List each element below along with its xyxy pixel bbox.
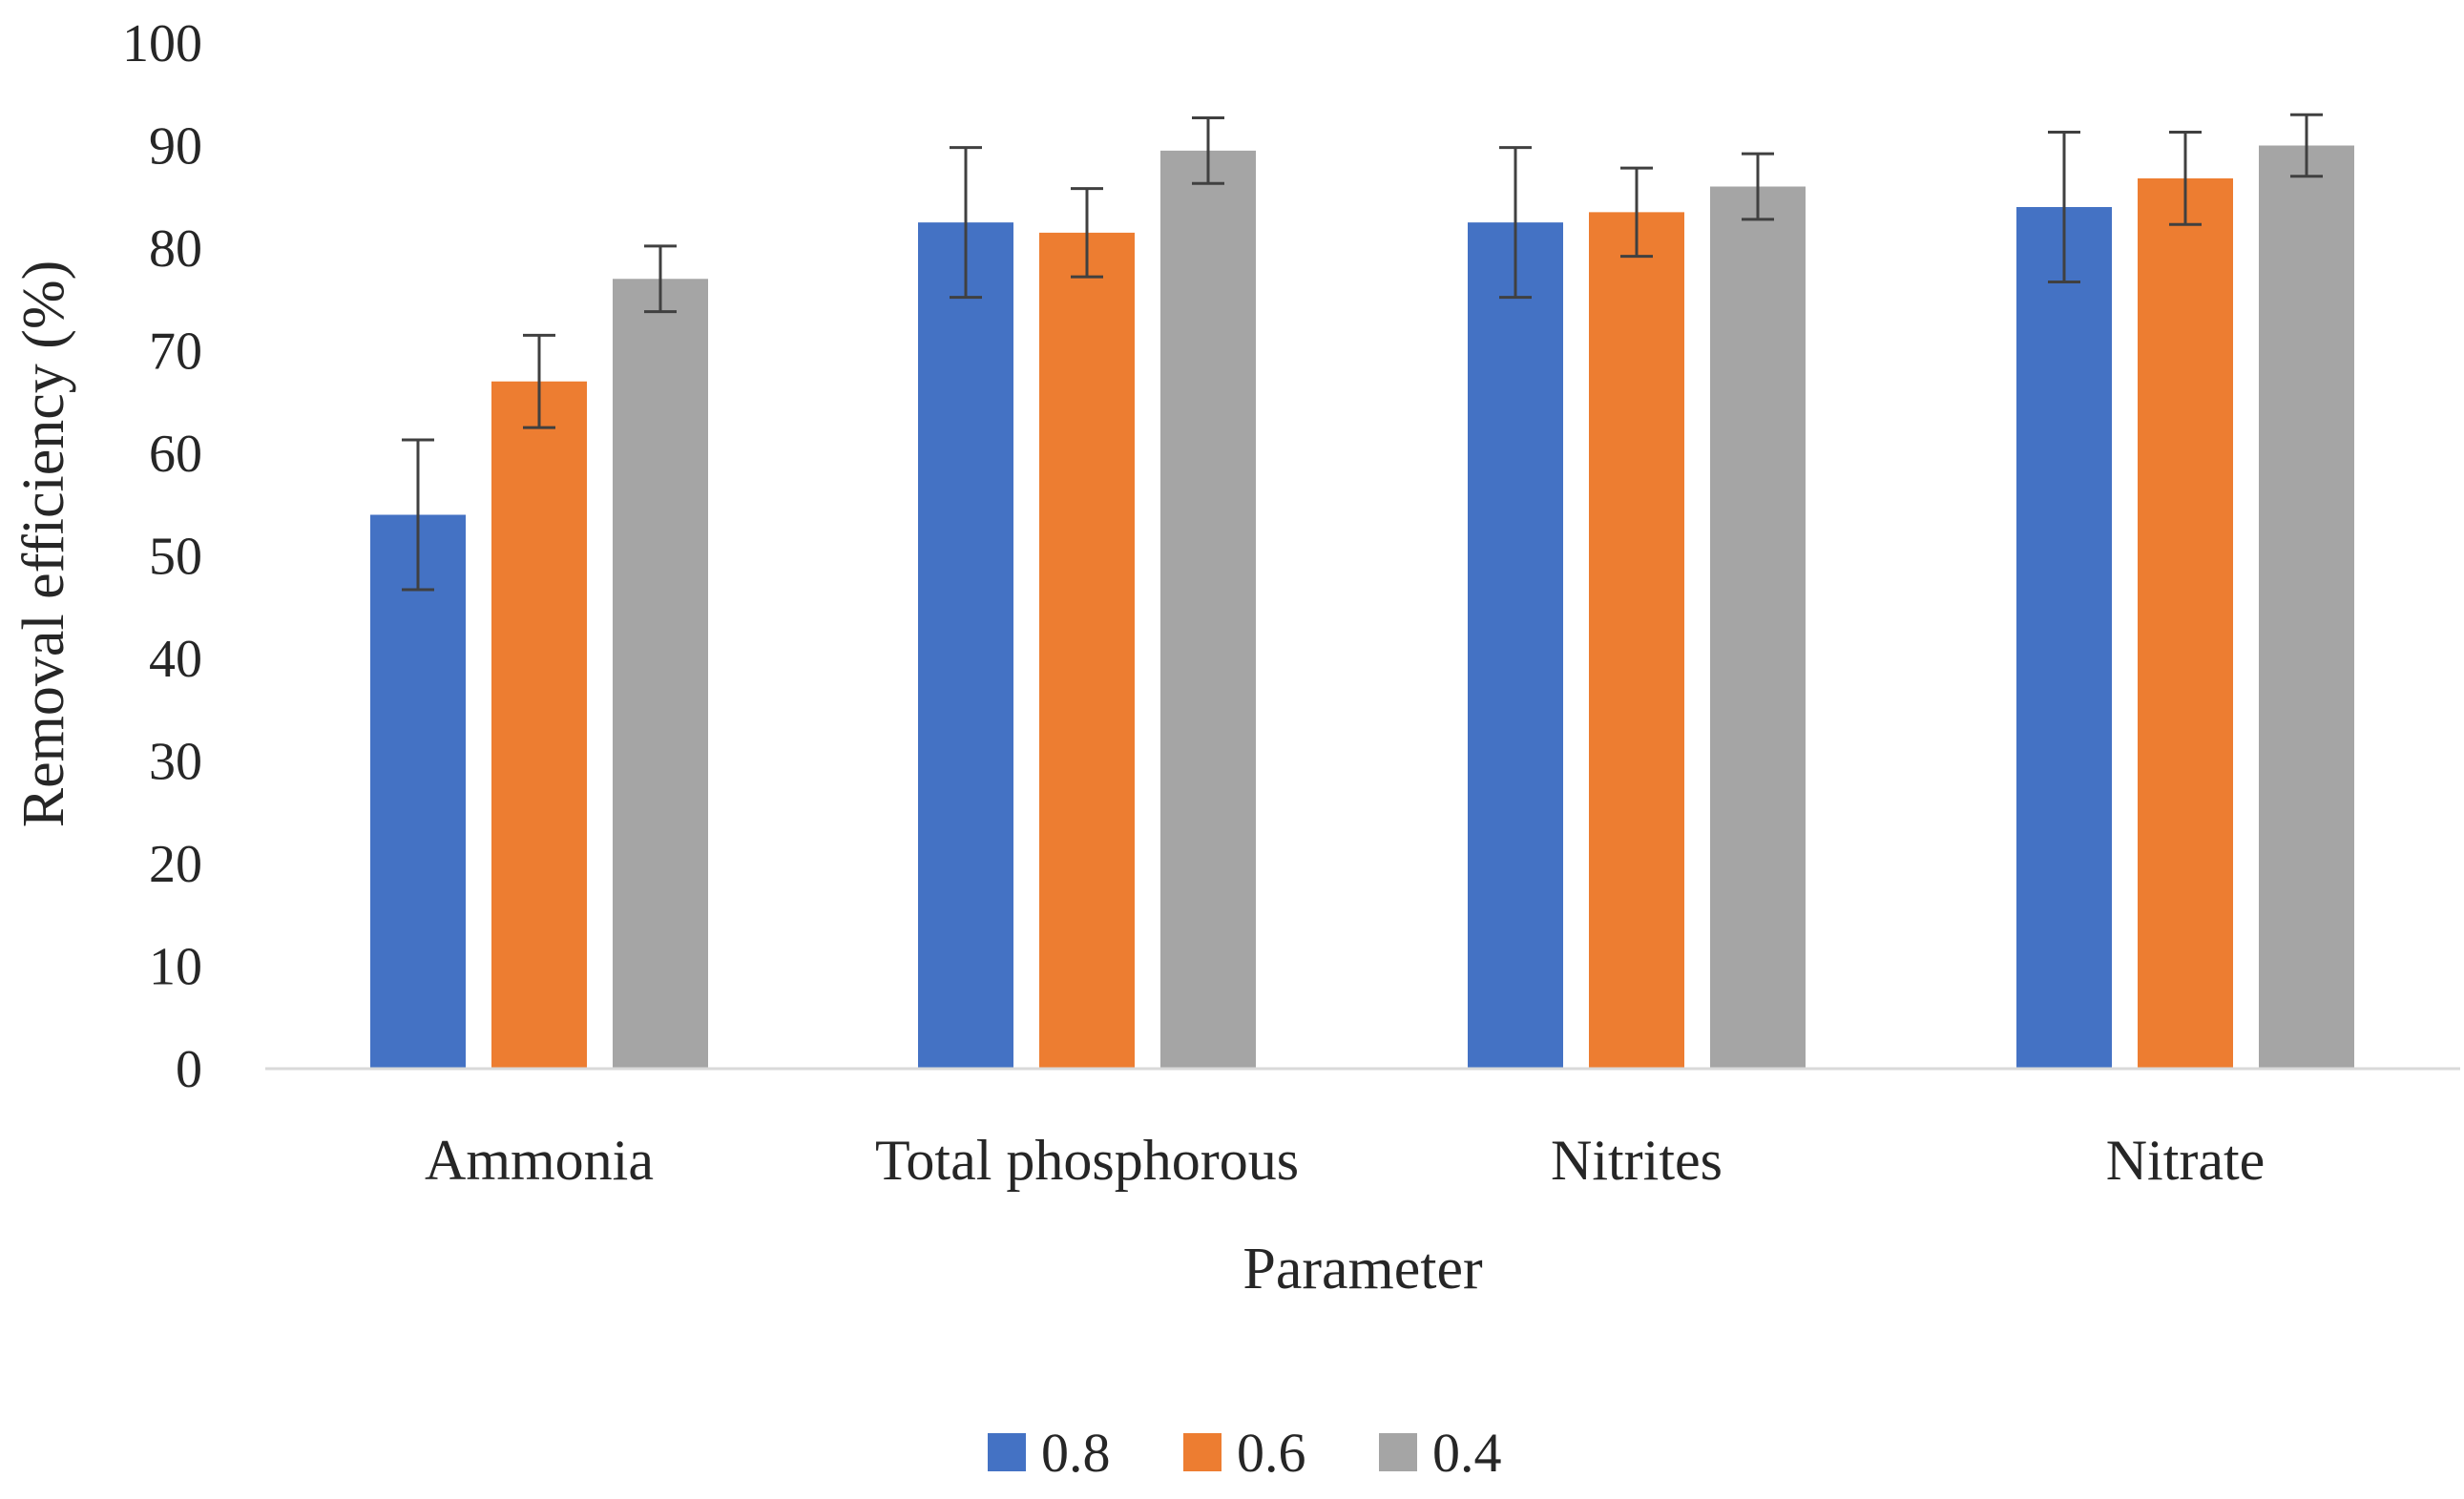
legend-item-0_4: 0.4 [1379, 1422, 1502, 1484]
bar-0_8-ammonia [370, 514, 466, 1069]
legend-label: 0.8 [1041, 1422, 1111, 1484]
bar-0_4-nitrate [2259, 145, 2354, 1069]
bar-0_8-nitrites [1468, 222, 1563, 1069]
legend: 0.8 0.6 0.4 [988, 1422, 1502, 1484]
y-tick-label: 60 [149, 425, 202, 484]
bar-0_4-total-phosphorous [1160, 150, 1256, 1069]
bar-0_4-ammonia [613, 279, 708, 1069]
error-bar-0_8-ammonia [402, 438, 434, 592]
error-bar-0_8-nitrites [1499, 146, 1532, 300]
legend-swatch [1183, 1433, 1222, 1471]
legend-item-0_6: 0.6 [1183, 1422, 1306, 1484]
bar-0_6-nitrites [1589, 212, 1684, 1069]
y-tick-label: 40 [149, 630, 202, 689]
error-bar-0_8-total-phosphorous [950, 146, 982, 300]
bar-0_4-nitrites [1710, 186, 1806, 1069]
x-tick-label: Ammonia [425, 1129, 654, 1192]
x-tick-label: Nitrate [2106, 1129, 2266, 1192]
bar-0_6-ammonia [491, 381, 587, 1069]
error-bar-0_4-nitrites [1742, 152, 1774, 221]
error-bar-0_6-nitrate [2169, 131, 2202, 226]
y-tick-label: 100 [122, 14, 202, 73]
legend-swatch [1379, 1433, 1417, 1471]
legend-swatch [988, 1433, 1026, 1471]
x-axis-category-labels: Ammonia Total phosphorous Nitrites Nitrate [425, 1129, 2265, 1192]
error-bar-0_6-nitrites [1620, 166, 1653, 259]
error-bar-0_8-nitrate [2048, 131, 2080, 283]
legend-item-0_8: 0.8 [988, 1422, 1111, 1484]
legend-label: 0.6 [1237, 1422, 1306, 1484]
y-tick-label: 20 [149, 835, 202, 894]
y-tick-label: 30 [149, 733, 202, 792]
y-axis-ticks: 0 10 20 30 40 50 60 70 80 90 100 [122, 14, 202, 1099]
bar-series [370, 145, 2354, 1069]
y-tick-label: 90 [149, 117, 202, 177]
error-bars [402, 113, 2323, 592]
y-tick-label: 80 [149, 219, 202, 279]
bar-0_6-total-phosphorous [1039, 232, 1135, 1069]
bar-0_8-total-phosphorous [918, 222, 1013, 1069]
error-bar-0_4-ammonia [644, 244, 677, 314]
x-tick-label: Total phosphorous [875, 1129, 1299, 1192]
error-bar-0_4-total-phosphorous [1192, 115, 1224, 185]
y-axis-title: Removal efficiency (%) [11, 260, 76, 827]
y-tick-label: 70 [149, 323, 202, 382]
bar-0_8-nitrate [2016, 207, 2112, 1069]
error-bar-0_6-ammonia [523, 333, 555, 429]
x-tick-label: Nitrites [1551, 1129, 1723, 1192]
y-tick-label: 10 [149, 938, 202, 997]
y-tick-label: 50 [149, 528, 202, 587]
error-bar-0_6-total-phosphorous [1071, 187, 1103, 279]
y-tick-label: 0 [176, 1040, 202, 1099]
bar-0_6-nitrate [2138, 177, 2233, 1069]
x-axis-title: Parameter [1242, 1237, 1483, 1301]
legend-label: 0.4 [1432, 1422, 1502, 1484]
error-bar-0_4-nitrate [2290, 113, 2323, 178]
